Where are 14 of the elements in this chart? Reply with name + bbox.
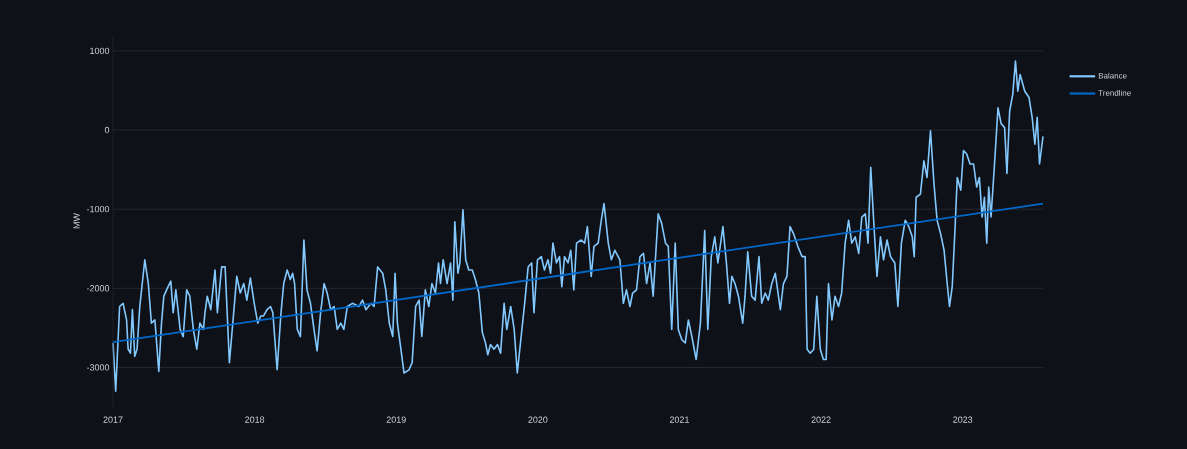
x-tick-label: 2021 [669, 416, 689, 423]
line-series [112, 60, 1044, 392]
x-tick-label: 2023 [953, 416, 973, 423]
x-tick-label: 2018 [245, 416, 265, 423]
y-tick-label: -3000 [86, 364, 110, 371]
x-tick-label: 2020 [528, 416, 548, 423]
x-tick-label: 2019 [386, 416, 406, 423]
y-axis-title: MW [73, 213, 80, 229]
y-tick-label: 1000 [90, 47, 110, 55]
y-tick-label: -2000 [86, 285, 110, 292]
y-tick-label: 0 [104, 126, 110, 134]
y-tick-label: -1000 [86, 205, 110, 213]
x-tick-label: 2017 [103, 416, 123, 423]
x-tick-label: 2022 [811, 416, 831, 423]
